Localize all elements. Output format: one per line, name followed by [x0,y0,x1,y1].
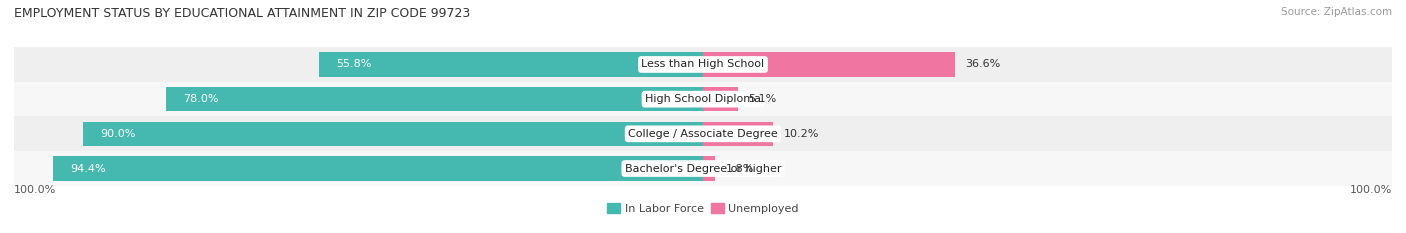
Text: 78.0%: 78.0% [183,94,218,104]
Bar [319,52,703,77]
Text: Less than High School: Less than High School [641,59,765,69]
Bar [52,156,703,181]
Text: 90.0%: 90.0% [100,129,135,139]
Bar [703,122,773,146]
Legend: In Labor Force, Unemployed: In Labor Force, Unemployed [603,199,803,218]
Bar [83,122,703,146]
Text: 100.0%: 100.0% [1350,185,1392,195]
Text: Source: ZipAtlas.com: Source: ZipAtlas.com [1281,7,1392,17]
Text: College / Associate Degree: College / Associate Degree [628,129,778,139]
Bar [14,47,1392,82]
Text: EMPLOYMENT STATUS BY EDUCATIONAL ATTAINMENT IN ZIP CODE 99723: EMPLOYMENT STATUS BY EDUCATIONAL ATTAINM… [14,7,471,20]
Bar [703,156,716,181]
Bar [14,116,1392,151]
Text: Bachelor's Degree or higher: Bachelor's Degree or higher [624,164,782,174]
Text: 55.8%: 55.8% [336,59,371,69]
Bar [14,82,1392,116]
Bar [14,151,1392,186]
Text: 100.0%: 100.0% [14,185,56,195]
Text: 1.8%: 1.8% [725,164,754,174]
Text: High School Diploma: High School Diploma [645,94,761,104]
Text: 94.4%: 94.4% [70,164,105,174]
Text: 10.2%: 10.2% [783,129,818,139]
Bar [703,52,955,77]
Text: 5.1%: 5.1% [748,94,776,104]
Text: 36.6%: 36.6% [966,59,1001,69]
Bar [703,87,738,111]
Bar [166,87,703,111]
